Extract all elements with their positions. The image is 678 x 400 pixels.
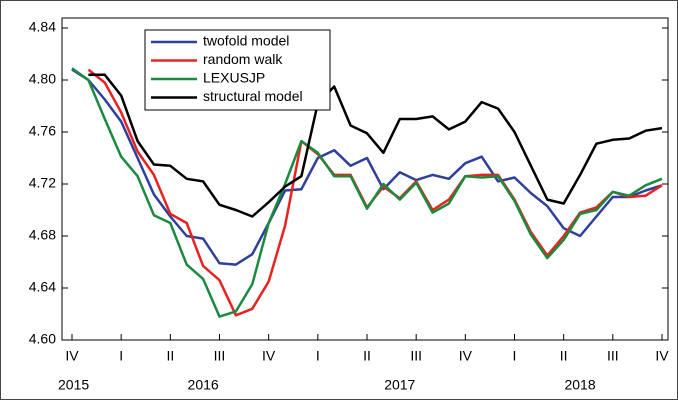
x-tick-label: III [607,348,619,364]
y-tick-label: 4.84 [29,19,56,35]
year-label: 2018 [564,377,595,393]
y-tick-label: 4.68 [29,227,56,243]
year-label: 2016 [188,377,219,393]
x-tick-label: II [166,348,174,364]
x-tick-label: IV [655,348,669,364]
y-tick-label: 4.76 [29,123,56,139]
y-tick-label: 4.60 [29,331,56,347]
series-line [88,73,663,218]
y-tick-label: 4.80 [29,71,56,87]
y-tick-label: 4.72 [29,175,56,191]
series-line [71,68,663,266]
year-label: 2015 [58,377,89,393]
x-tick-label: I [316,348,320,364]
legend-label: random walk [203,51,283,67]
legend-label: structural model [203,88,303,104]
x-tick-label: III [214,348,226,364]
x-tick-label: I [513,348,517,364]
legend-label: LEXUSJP [203,70,265,86]
x-tick-label: IV [65,348,79,364]
x-tick-label: III [410,348,422,364]
x-tick-label: IV [262,348,276,364]
x-tick-label: I [119,348,123,364]
x-tick-label: II [560,348,568,364]
plot-border [61,17,669,341]
x-tick-label: IV [459,348,473,364]
x-tick-label: II [363,348,371,364]
year-label: 2017 [384,377,415,393]
series-line [71,67,663,318]
y-tick-label: 4.64 [29,279,56,295]
legend-label: twofold model [203,33,289,49]
